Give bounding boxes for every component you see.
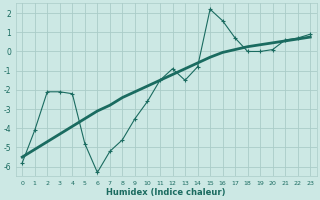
X-axis label: Humidex (Indice chaleur): Humidex (Indice chaleur) — [107, 188, 226, 197]
